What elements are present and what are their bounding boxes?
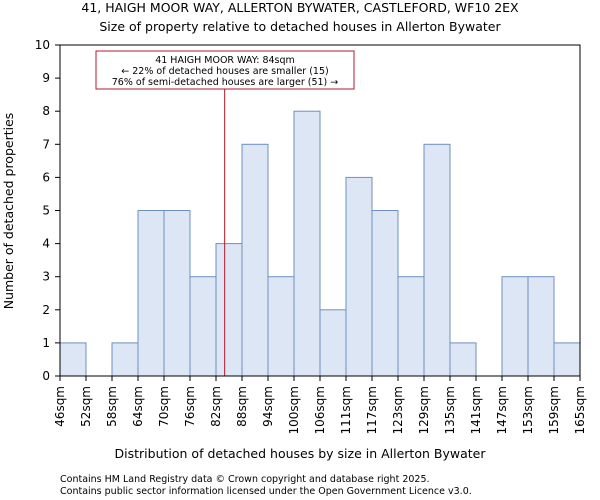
chart-title: 41, HAIGH MOOR WAY, ALLERTON BYWATER, CA…: [81, 0, 519, 15]
bar-159sqm: [553, 342, 581, 377]
bar-111sqm: [345, 176, 373, 377]
bar-123sqm: [397, 276, 425, 377]
y-tick-label-5: 5: [42, 204, 50, 218]
x-tick-label-141sqm: 141sqm: [469, 386, 483, 434]
annotation-line-3: 76% of semi-detached houses are larger (…: [112, 77, 339, 88]
x-tick-label-46sqm: 46sqm: [53, 386, 67, 427]
x-tick-label-135sqm: 135sqm: [443, 386, 457, 434]
x-axis-ticks: 46sqm 52sqm 58sqm 64sqm 70sqm 76sqm 82sqm 88sqm…: [53, 376, 587, 434]
x-tick-label-100sqm: 100sqm: [287, 386, 301, 434]
y-tick-label-2: 2: [42, 303, 50, 317]
x-tick-label-165sqm: 165sqm: [573, 386, 587, 434]
x-tick-label-123sqm: 123sqm: [391, 386, 405, 434]
x-tick-label-153sqm: 153sqm: [521, 386, 535, 434]
bars-group: [59, 110, 581, 377]
bar-106sqm: [319, 309, 347, 377]
bar-88sqm: [241, 143, 269, 377]
x-tick-label-129sqm: 129sqm: [417, 386, 431, 434]
chart-subtitle: Size of property relative to detached ho…: [99, 19, 501, 34]
x-tick-label-159sqm: 159sqm: [547, 386, 561, 434]
y-tick-label-8: 8: [42, 104, 50, 118]
x-tick-label-88sqm: 88sqm: [235, 386, 249, 427]
bar-147sqm: [501, 276, 529, 377]
x-tick-label-82sqm: 82sqm: [209, 386, 223, 427]
footer-line-2: Contains public sector information licen…: [60, 486, 472, 497]
bar-46sqm: [59, 342, 87, 377]
x-tick-label-76sqm: 76sqm: [183, 386, 197, 427]
bar-129sqm: [423, 143, 451, 377]
y-tick-label-1: 1: [42, 336, 50, 350]
y-axis-ticks: 0 1 2 3 4 5 6 7 8 9 10: [35, 38, 60, 383]
y-tick-label-4: 4: [42, 237, 50, 251]
y-tick-label-9: 9: [42, 71, 50, 85]
annotation-line-1: 41 HAIGH MOOR WAY: 84sqm: [155, 55, 295, 66]
bar-82sqm: [215, 243, 243, 377]
bar-100sqm: [293, 110, 321, 377]
x-tick-label-94sqm: 94sqm: [261, 386, 275, 427]
x-axis-label: Distribution of detached houses by size …: [115, 446, 487, 461]
y-tick-label-3: 3: [42, 270, 50, 284]
bar-76sqm: [189, 276, 217, 377]
x-tick-label-64sqm: 64sqm: [131, 386, 145, 427]
x-tick-label-70sqm: 70sqm: [157, 386, 171, 427]
annotation-line-2: ← 22% of detached houses are smaller (15…: [121, 66, 328, 77]
footer-line-1: Contains HM Land Registry data © Crown c…: [60, 474, 430, 485]
y-axis-label: Number of detached properties: [1, 113, 16, 310]
y-tick-label-6: 6: [42, 170, 50, 184]
x-tick-label-52sqm: 52sqm: [79, 386, 93, 427]
y-tick-label-0: 0: [42, 369, 50, 383]
bar-70sqm: [163, 210, 191, 377]
bar-58sqm: [111, 342, 139, 377]
x-tick-label-106sqm: 106sqm: [313, 386, 327, 434]
x-tick-label-58sqm: 58sqm: [105, 386, 119, 427]
bar-117sqm: [371, 210, 399, 377]
x-tick-label-147sqm: 147sqm: [495, 386, 509, 434]
bar-153sqm: [527, 276, 555, 377]
x-tick-label-111sqm: 111sqm: [339, 386, 353, 434]
annotation-box: [95, 50, 355, 90]
y-tick-label-7: 7: [42, 137, 50, 151]
bar-135sqm: [449, 342, 477, 377]
y-tick-label-10: 10: [35, 38, 50, 52]
plot-frame: [59, 44, 581, 377]
bar-94sqm: [267, 276, 295, 377]
x-tick-label-117sqm: 117sqm: [365, 386, 379, 434]
bar-64sqm: [137, 210, 165, 377]
